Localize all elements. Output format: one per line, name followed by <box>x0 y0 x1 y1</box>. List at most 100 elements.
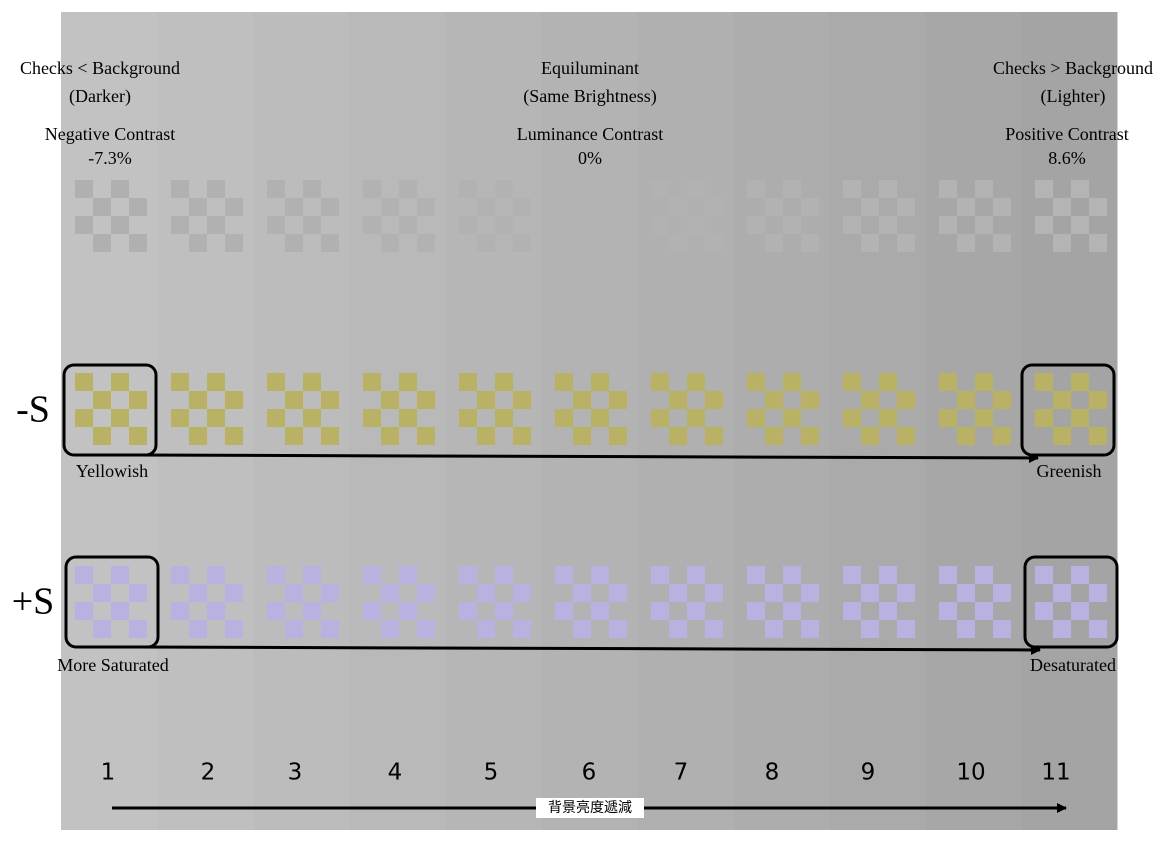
check-square <box>93 584 111 602</box>
check-square <box>993 234 1011 252</box>
check-square <box>765 234 783 252</box>
check-square <box>225 427 243 445</box>
check-square <box>957 584 975 602</box>
header-contrast-value: 0% <box>578 148 602 168</box>
check-square <box>1035 566 1053 584</box>
check-square <box>207 180 225 198</box>
labels: Checks < Background (Darker) Negative Cont… <box>12 58 1153 818</box>
header-contrast-value: -7.3% <box>88 148 132 168</box>
check-square <box>75 566 93 584</box>
header-title: Equiluminant <box>541 58 639 78</box>
check-square <box>285 198 303 216</box>
check-square <box>957 620 975 638</box>
arrow <box>135 644 1041 655</box>
check-square <box>267 409 285 427</box>
column-number: 4 <box>388 760 403 786</box>
check-square <box>321 391 339 409</box>
check-square <box>207 566 225 584</box>
check-square <box>705 427 723 445</box>
check-square <box>801 620 819 638</box>
check-square <box>591 409 609 427</box>
check-square <box>939 409 957 427</box>
check-square <box>513 620 531 638</box>
check-square <box>687 216 705 234</box>
check-square <box>75 216 93 234</box>
check-square <box>939 180 957 198</box>
check-square <box>171 216 189 234</box>
check-square <box>801 391 819 409</box>
check-square <box>1035 602 1053 620</box>
column-number: 3 <box>288 760 303 786</box>
check-square <box>285 584 303 602</box>
check-square <box>189 234 207 252</box>
header-title: Checks > Background <box>993 58 1153 78</box>
check-square <box>879 216 897 234</box>
column-number: 9 <box>861 760 876 786</box>
check-square <box>651 566 669 584</box>
header-subtitle: (Lighter) <box>1041 86 1106 107</box>
check-square <box>93 198 111 216</box>
check-square <box>669 198 687 216</box>
check-square <box>555 373 573 391</box>
check-square <box>129 391 147 409</box>
highlight-box <box>1023 555 1119 649</box>
header-contrast-value: 8.6% <box>1048 148 1086 168</box>
column-number: 5 <box>484 760 499 786</box>
check-square <box>285 234 303 252</box>
check-square <box>801 198 819 216</box>
check-square <box>111 373 129 391</box>
check-square <box>555 602 573 620</box>
check-square <box>321 620 339 638</box>
check-square <box>129 198 147 216</box>
check-square <box>303 409 321 427</box>
check-square <box>591 216 609 234</box>
check-square <box>651 373 669 391</box>
check-square <box>459 373 477 391</box>
check-square <box>513 234 531 252</box>
check-square <box>267 566 285 584</box>
check-square <box>591 373 609 391</box>
header-title: Checks < Background <box>20 58 180 78</box>
column-number: 7 <box>674 760 689 786</box>
check-square <box>477 584 495 602</box>
check-square <box>1089 234 1107 252</box>
check-square <box>1071 180 1089 198</box>
check-square <box>75 373 93 391</box>
check-square <box>939 216 957 234</box>
check-square <box>1035 216 1053 234</box>
check-square <box>171 409 189 427</box>
check-square <box>513 198 531 216</box>
check-square <box>267 216 285 234</box>
check-square <box>1071 602 1089 620</box>
check-square <box>1089 620 1107 638</box>
check-square <box>495 602 513 620</box>
check-square <box>591 566 609 584</box>
column-number: 1 <box>101 760 116 786</box>
end-label: Desaturated <box>1030 655 1116 675</box>
check-square <box>975 566 993 584</box>
check-square <box>573 620 591 638</box>
highlight-box <box>64 555 160 649</box>
check-square <box>111 216 129 234</box>
check-square <box>879 602 897 620</box>
check-square <box>303 602 321 620</box>
check-square <box>957 198 975 216</box>
check-square <box>381 198 399 216</box>
check-square <box>495 409 513 427</box>
check-square <box>747 216 765 234</box>
check-square <box>399 602 417 620</box>
check-square <box>669 620 687 638</box>
check-square <box>477 620 495 638</box>
check-square <box>417 391 435 409</box>
check-square <box>285 427 303 445</box>
check-square <box>609 584 627 602</box>
check-square <box>225 620 243 638</box>
check-square <box>687 180 705 198</box>
check-square <box>417 198 435 216</box>
check-square <box>285 620 303 638</box>
check-square <box>879 409 897 427</box>
check-square <box>993 427 1011 445</box>
check-square <box>783 216 801 234</box>
check-square <box>765 198 783 216</box>
